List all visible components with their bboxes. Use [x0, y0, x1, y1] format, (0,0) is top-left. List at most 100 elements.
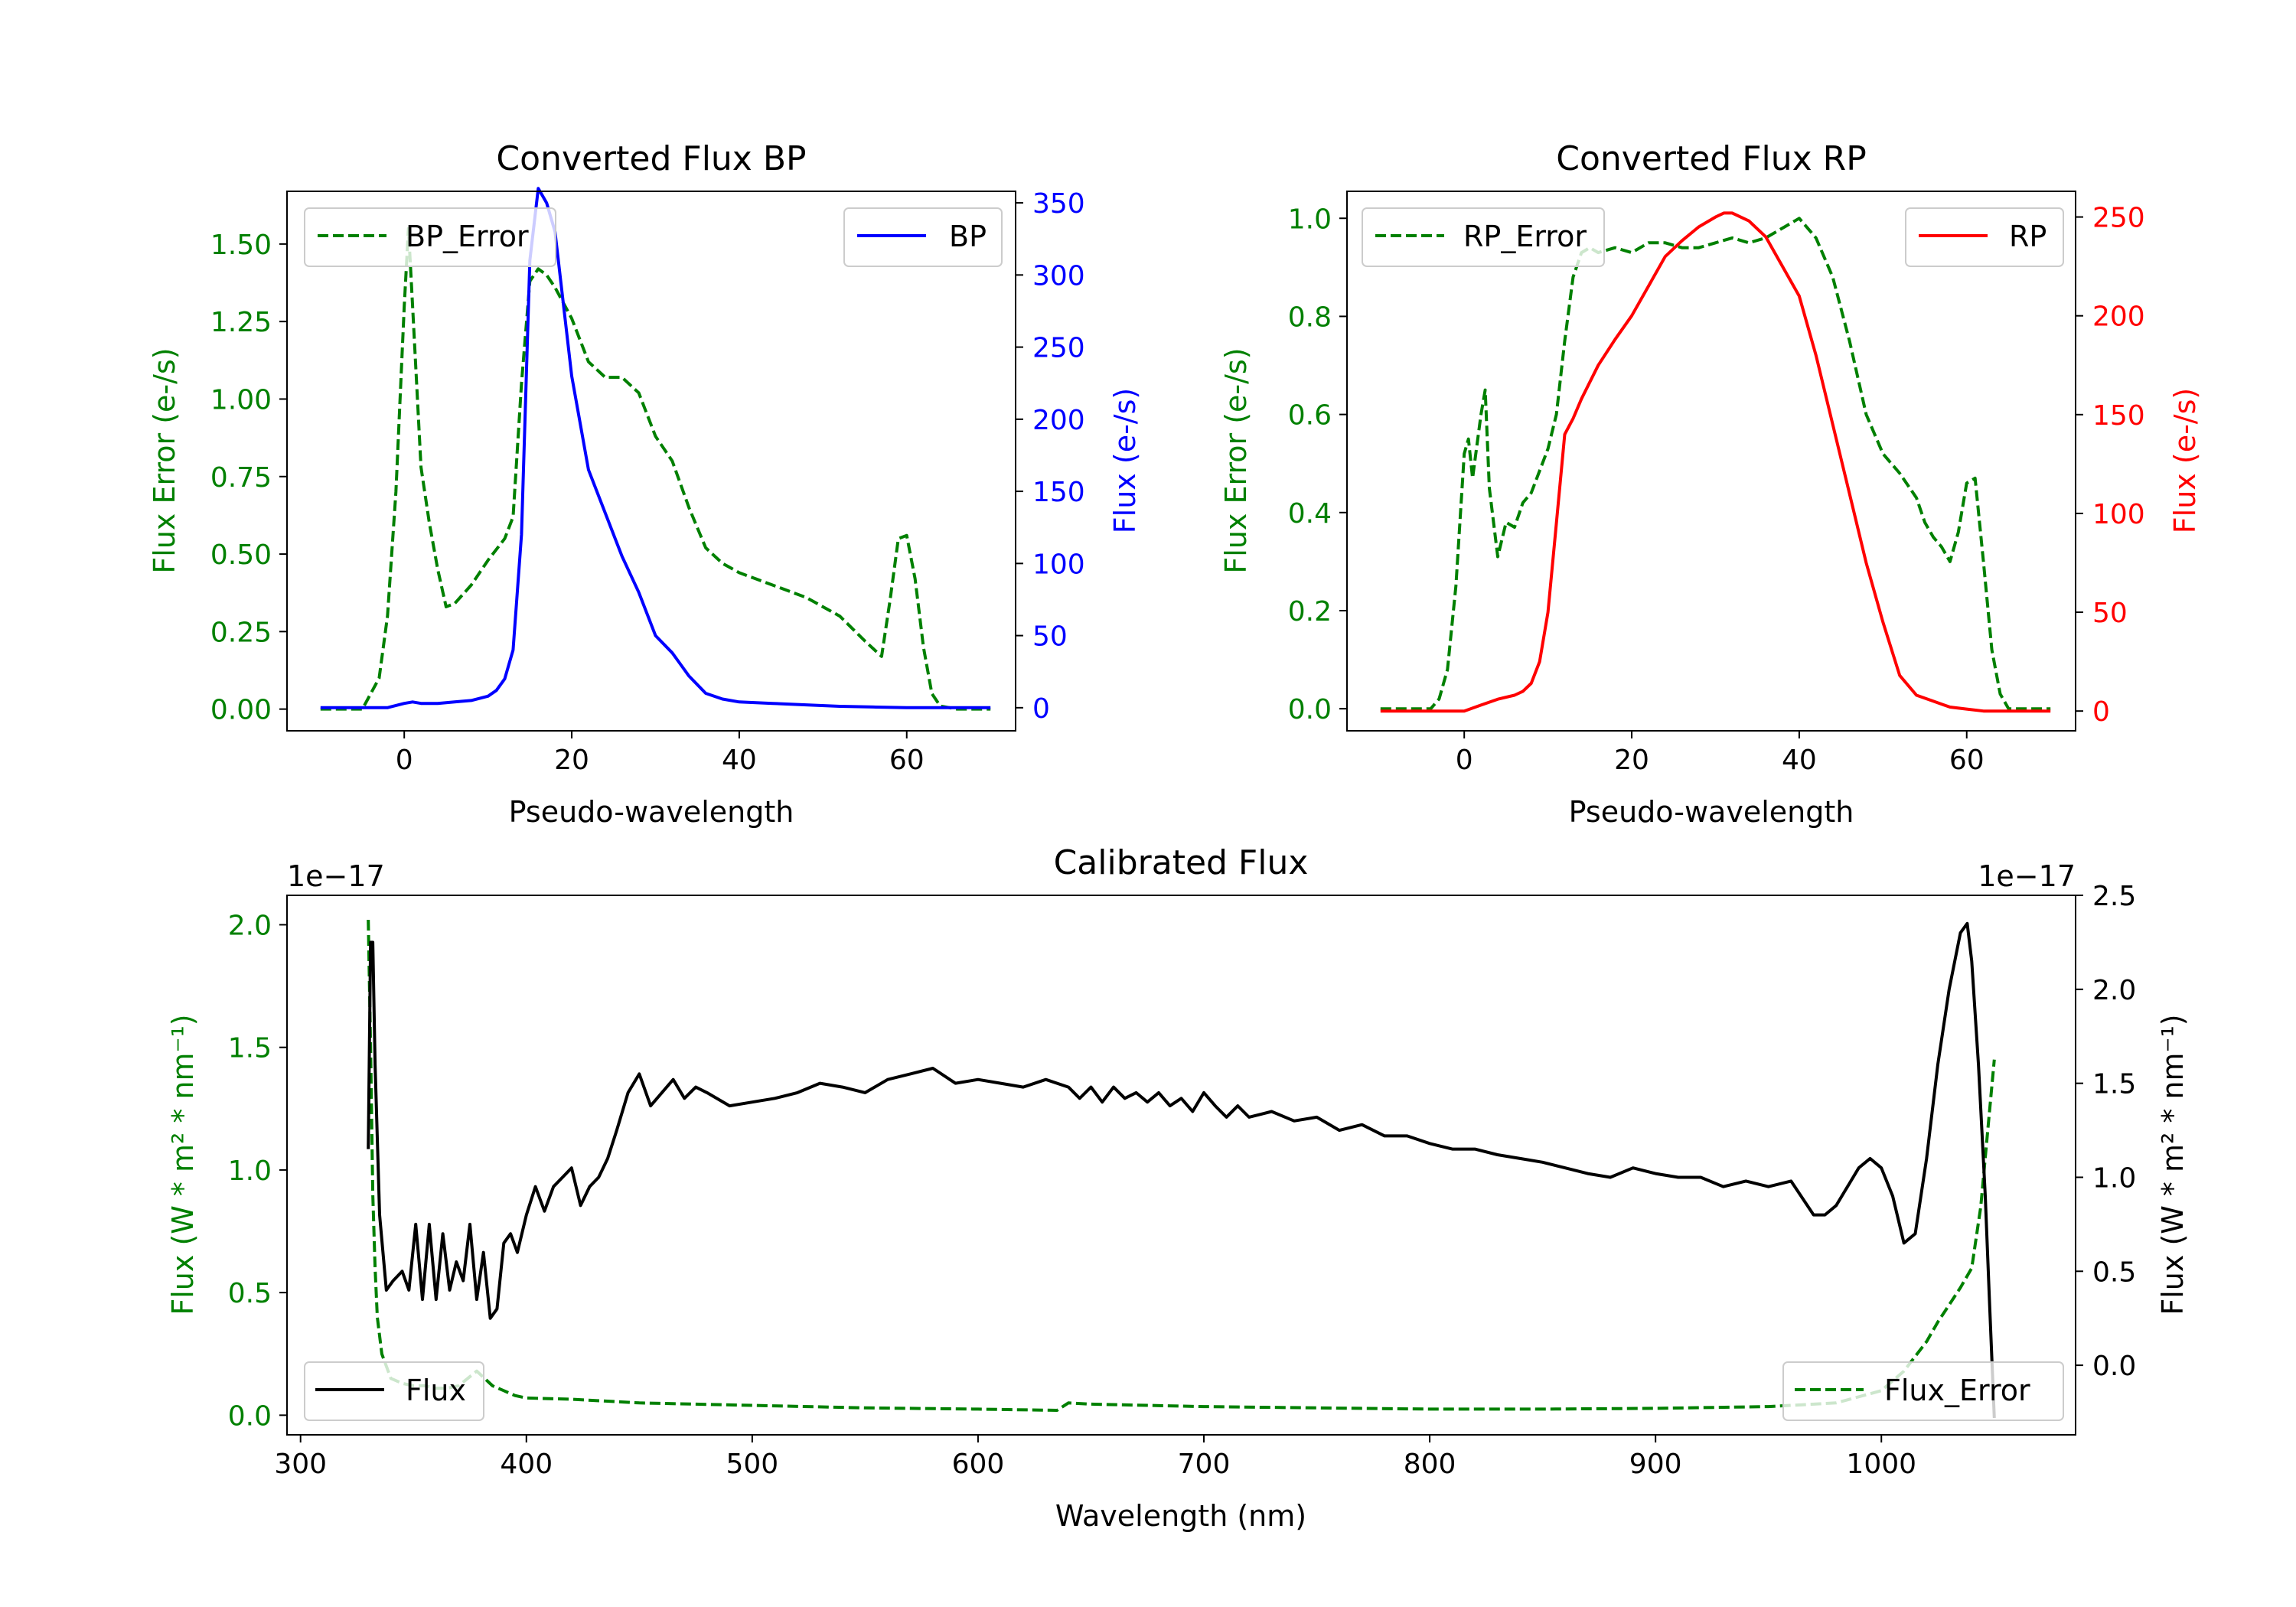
- rp-left-y-axis-label: Flux Error (e-/s): [1219, 347, 1253, 573]
- bp-x-tick-label: 0: [396, 745, 413, 776]
- bp-right-y-tick-label: 350: [1032, 188, 1085, 220]
- rp-left-y-tick-label: 0.2: [1288, 596, 1332, 627]
- bp-x-ticks: 0 20 40 60: [396, 731, 925, 776]
- cal-right-y-tick-label: 0.0: [2092, 1351, 2136, 1382]
- bp-left-y-tick-label: 1.25: [210, 307, 272, 338]
- bp-legend-label: BP: [949, 220, 987, 253]
- rp-x-tick-label: 40: [1782, 745, 1817, 776]
- bp-chart-title: Converted Flux BP: [496, 139, 806, 178]
- rp-x-tick-label: 0: [1456, 745, 1473, 776]
- bp-error-legend-label: BP_Error: [406, 220, 529, 253]
- cal-left-y-tick-label: 0.0: [228, 1400, 272, 1432]
- flux-error-legend[interactable]: Flux_Error: [1782, 1361, 2064, 1421]
- bp-right-y-tick-label: 0: [1032, 693, 1050, 725]
- rp-error-legend-box: [1362, 207, 1605, 267]
- bp-right-y-tick-label: 250: [1032, 333, 1085, 364]
- flux-legend-label: Flux: [406, 1374, 466, 1407]
- rp-right-y-tick-label: 0: [2092, 696, 2110, 728]
- cal-series-flux-error: [367, 919, 1996, 1412]
- rp-left-y-ticks: 0.0 0.2 0.4 0.6 0.8 1.0: [1288, 204, 1347, 725]
- bp-x-tick-label: 60: [889, 745, 925, 776]
- bp-left-y-ticks: 0.00 0.25 0.50 0.75 1.00 1.25 1.50: [210, 230, 287, 726]
- rp-right-y-tick-label: 100: [2092, 499, 2145, 530]
- bp-left-y-tick-label: 1.50: [210, 230, 272, 261]
- rp-x-ticks: 0 20 40 60: [1456, 731, 1985, 776]
- chart-rp: 0 20 40 60 0.0 0.2 0.4 0.6 0.8 1.0 0 50 100 150 200 2…: [1219, 139, 2202, 829]
- rp-error-legend-label: RP_Error: [1463, 220, 1587, 253]
- bp-series-bp-error: [320, 227, 991, 711]
- bp-left-y-tick-label: 0.75: [210, 462, 272, 494]
- cal-right-y-tick-label: 1.5: [2092, 1069, 2136, 1100]
- bp-right-y-tick-label: 50: [1032, 621, 1068, 653]
- cal-left-y-tick-label: 1.0: [228, 1156, 272, 1187]
- rp-x-tick-label: 60: [1949, 745, 1985, 776]
- rp-axes-frame: [1346, 191, 2076, 732]
- cal-x-tick-label: 500: [726, 1449, 778, 1480]
- calibrated-x-axis-label: Wavelength (nm): [1055, 1499, 1306, 1533]
- flux-legend[interactable]: Flux: [304, 1361, 484, 1421]
- flux-legend-box: [304, 1361, 484, 1421]
- chart-calibrated: 300 400 500 600 700 800 900 1000 0.0 0.5 1.0 1.5 2.…: [166, 843, 2190, 1533]
- calibrated-series-layer: [367, 919, 1996, 1418]
- rp-right-y-tick-label: 50: [2092, 598, 2128, 629]
- cal-left-y-tick-label: 1.5: [228, 1033, 272, 1064]
- cal-x-tick-label: 1000: [1846, 1449, 1916, 1480]
- rp-error-legend[interactable]: RP_Error: [1362, 207, 1605, 267]
- rp-right-y-tick-label: 250: [2092, 203, 2145, 234]
- calibrated-right-offset-label: 1e−17: [1978, 859, 2076, 893]
- calibrated-right-y-axis-label: Flux (W * m² * nm⁻¹): [2156, 1014, 2190, 1315]
- calibrated-left-offset-label: 1e−17: [287, 859, 385, 893]
- flux-error-legend-box: [1782, 1361, 2064, 1421]
- rp-series-rp-error: [1380, 217, 2051, 711]
- rp-x-axis-label: Pseudo-wavelength: [1569, 795, 1854, 829]
- cal-left-y-tick-label: 2.0: [228, 910, 272, 941]
- bp-right-y-tick-label: 200: [1032, 405, 1085, 436]
- bp-series-layer: [320, 187, 991, 711]
- bp-right-y-axis-label: Flux (e-/s): [1108, 388, 1142, 533]
- rp-right-y-axis-label: Flux (e-/s): [2168, 388, 2202, 533]
- cal-left-y-tick-label: 0.5: [228, 1278, 272, 1309]
- bp-series-bp: [320, 187, 991, 709]
- rp-x-tick-label: 20: [1614, 745, 1649, 776]
- cal-x-tick-label: 400: [500, 1449, 553, 1480]
- bp-right-y-tick-label: 300: [1032, 260, 1085, 292]
- cal-x-tick-label: 700: [1178, 1449, 1231, 1480]
- flux-error-legend-label: Flux_Error: [1884, 1374, 2030, 1407]
- chart-bp: 0 20 40 60 0.00 0.25 0.50 0.75 1.00 1.25 1.50 0 50…: [148, 139, 1142, 829]
- cal-series-flux: [367, 921, 1996, 1418]
- rp-legend[interactable]: RP: [1905, 207, 2064, 267]
- cal-right-y-tick-label: 2.0: [2092, 975, 2136, 1006]
- bp-error-legend-box: [304, 207, 556, 267]
- calibrated-axes-frame: [286, 895, 2076, 1436]
- bp-error-legend[interactable]: BP_Error: [304, 207, 556, 267]
- bp-legend[interactable]: BP: [843, 207, 1003, 267]
- bp-right-y-tick-label: 100: [1032, 549, 1085, 580]
- rp-chart-title: Converted Flux RP: [1556, 139, 1867, 178]
- rp-right-y-tick-label: 200: [2092, 302, 2145, 333]
- rp-series-layer: [1380, 211, 2051, 713]
- bp-right-y-tick-label: 150: [1032, 477, 1085, 508]
- cal-right-y-tick-label: 2.5: [2092, 881, 2136, 912]
- calibrated-x-ticks: 300 400 500 600 700 800 900 1000: [274, 1435, 1916, 1480]
- bp-x-axis-label: Pseudo-wavelength: [509, 795, 794, 829]
- rp-right-y-ticks: 0 50 100 150 200 250: [2076, 203, 2145, 728]
- rp-right-y-tick-label: 150: [2092, 400, 2145, 432]
- bp-left-y-axis-label: Flux Error (e-/s): [148, 347, 181, 573]
- bp-left-y-tick-label: 0.25: [210, 617, 272, 648]
- cal-right-y-tick-label: 0.5: [2092, 1257, 2136, 1288]
- rp-left-y-tick-label: 0.8: [1288, 302, 1332, 333]
- rp-left-y-tick-label: 0.6: [1288, 400, 1332, 432]
- rp-left-y-tick-label: 1.0: [1288, 204, 1332, 235]
- calibrated-left-y-ticks: 0.0 0.5 1.0 1.5 2.0: [228, 910, 287, 1432]
- calibrated-left-y-axis-label: Flux (W * m² * nm⁻¹): [166, 1014, 200, 1315]
- rp-left-y-tick-label: 0.4: [1288, 498, 1332, 530]
- cal-x-tick-label: 600: [952, 1449, 1005, 1480]
- calibrated-right-y-ticks: 0.0 0.5 1.0 1.5 2.0 2.5: [2076, 881, 2136, 1382]
- bp-left-y-tick-label: 0.50: [210, 539, 272, 571]
- bp-left-y-tick-label: 0.00: [210, 695, 272, 726]
- cal-x-tick-label: 300: [274, 1449, 327, 1480]
- bp-x-tick-label: 20: [554, 745, 589, 776]
- rp-legend-label: RP: [2009, 220, 2047, 253]
